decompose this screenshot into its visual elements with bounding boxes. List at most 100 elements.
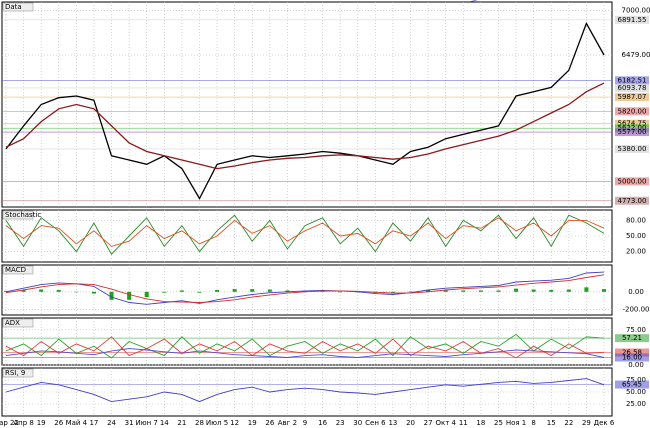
histogram-bar xyxy=(285,290,290,292)
panel-title: Data xyxy=(5,3,22,11)
level-box xyxy=(615,15,649,24)
level-label: 26.58 xyxy=(622,349,642,357)
level-label: 6891.55 xyxy=(618,16,647,24)
y-tick-label: 80.00 xyxy=(626,216,646,224)
level-box xyxy=(615,128,649,137)
histogram-bar xyxy=(531,289,536,292)
x-tick-label: 16 xyxy=(318,419,327,427)
y-tick-label: 0.00 xyxy=(628,288,644,296)
series-line xyxy=(5,348,605,358)
x-tick-label: 14 xyxy=(160,419,169,427)
histogram-bar xyxy=(74,291,79,293)
histogram-bar xyxy=(215,290,220,292)
x-tick-label: 20 xyxy=(406,419,415,427)
histogram-bar xyxy=(514,288,519,292)
histogram-bar xyxy=(144,291,149,298)
x-tick-label: 24 xyxy=(107,419,116,427)
histogram-bar xyxy=(478,290,483,292)
histogram-bar xyxy=(127,291,132,300)
histogram-bar xyxy=(443,290,448,292)
histogram-bar xyxy=(461,290,466,292)
panel xyxy=(1,317,613,366)
panel-title-box xyxy=(2,2,34,12)
histogram-bar xyxy=(39,289,44,292)
x-tick-label: 8 xyxy=(531,419,535,427)
y-tick-label: 0.00 xyxy=(628,361,644,369)
histogram-bar xyxy=(496,290,501,292)
x-tick-label: 15 xyxy=(547,419,556,427)
histogram-bar xyxy=(232,289,237,292)
panel-title-box xyxy=(2,210,34,220)
panel-title-box xyxy=(2,318,34,328)
level-box xyxy=(615,144,649,153)
panel-title: RSI, 9 xyxy=(5,369,25,377)
level-box xyxy=(615,353,649,362)
level-label: 4773.00 xyxy=(618,197,647,205)
level-box xyxy=(615,76,649,85)
histogram-bar xyxy=(566,289,571,292)
panel-title-box xyxy=(2,368,34,378)
x-tick-label: 22 xyxy=(564,419,573,427)
panel-title: Stochastic xyxy=(5,211,41,219)
y-tick-label: 75.00 xyxy=(626,376,646,384)
histogram-bar xyxy=(549,290,554,292)
x-tick-label: Июн 7 xyxy=(136,419,158,427)
histogram-bar xyxy=(390,291,395,294)
x-tick-label: 11 xyxy=(459,419,468,427)
series-line xyxy=(5,333,605,359)
y-tick-label: 6479.00 xyxy=(622,51,650,59)
x-tick-label: Апр 8 xyxy=(13,419,34,427)
x-tick-label: Май 4 xyxy=(66,419,88,427)
y-tick-label: 7000.00 xyxy=(622,7,650,15)
histogram-bar xyxy=(21,290,26,292)
level-label: 5380.00 xyxy=(618,145,647,153)
series-line xyxy=(5,271,605,305)
x-tick-label: 31 xyxy=(125,419,134,427)
y-tick-label: 20.00 xyxy=(626,248,646,256)
x-tick-label: Мар 22 xyxy=(0,419,19,427)
x-tick-label: 26 xyxy=(265,419,274,427)
histogram-bar xyxy=(197,291,202,293)
series-line xyxy=(5,21,605,200)
x-tick-label: Авг 2 xyxy=(278,419,297,427)
series-line xyxy=(5,217,605,247)
x-tick-label: 21 xyxy=(177,419,186,427)
histogram-bar xyxy=(250,289,255,292)
level-box xyxy=(615,93,649,102)
y-tick-label: 50.00 xyxy=(626,388,646,396)
level-label: 5577.00 xyxy=(618,128,647,136)
x-tick-label: 25 xyxy=(494,419,503,427)
histogram-bar xyxy=(426,290,431,292)
histogram-bar xyxy=(602,289,606,292)
y-tick-label: 25.00 xyxy=(626,400,646,408)
level-box xyxy=(615,196,649,205)
level-label: 16.00 xyxy=(622,353,642,361)
panel xyxy=(1,1,613,208)
level-box xyxy=(615,380,649,389)
level-label: 65.45 xyxy=(622,381,642,389)
x-tick-label: 19 xyxy=(248,419,257,427)
series-line xyxy=(5,274,605,303)
x-tick-label: 23 xyxy=(336,419,345,427)
x-tick-label: 26 xyxy=(54,419,63,427)
x-tick-label: 12 xyxy=(230,419,239,427)
x-tick-label: 13 xyxy=(388,419,397,427)
x-tick-label: Ноя 1 xyxy=(506,419,526,427)
level-label: 5820.00 xyxy=(618,107,647,115)
level-box xyxy=(615,177,649,186)
panel-title-box xyxy=(2,265,34,275)
panel-title: MACD xyxy=(5,266,26,274)
panel xyxy=(1,209,613,263)
x-tick-label: 9 xyxy=(303,419,307,427)
series-line xyxy=(5,214,605,255)
x-tick-label: 19 xyxy=(37,419,46,427)
x-tick-label: 30 xyxy=(353,419,362,427)
x-tick-label: 29 xyxy=(582,419,591,427)
panel xyxy=(1,367,613,417)
level-box xyxy=(615,334,649,343)
histogram-bar xyxy=(584,287,589,292)
panel xyxy=(1,264,613,316)
x-tick-label: Июл 5 xyxy=(206,419,228,427)
histogram-bar xyxy=(162,291,167,293)
